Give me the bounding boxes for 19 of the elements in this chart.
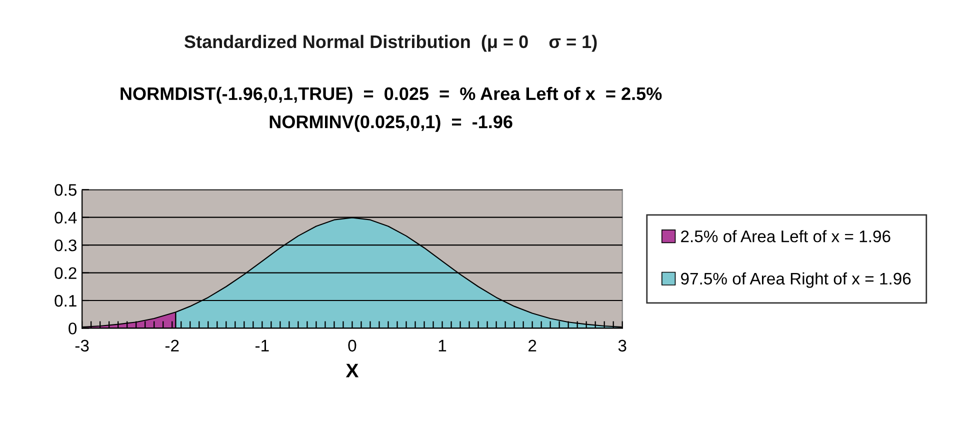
y-tick-label: 0.2 [54, 267, 76, 279]
x-axis-title: X [346, 364, 359, 378]
x-tick-label: 1 [438, 340, 446, 352]
x-tick-label: 0 [348, 340, 356, 352]
legend-label: 97.5% of Area Right of x = 1.96 [681, 272, 911, 288]
legend-label: 2.5% of Area Left of x = 1.96 [681, 230, 890, 242]
x-tick-label: -2 [165, 340, 179, 352]
y-tick-label: 0.1 [54, 294, 76, 307]
y-tick-label: 0.3 [54, 239, 76, 252]
x-tick-label: -1 [255, 340, 269, 352]
x-tick-label: -3 [75, 340, 89, 352]
x-tick-label: 3 [618, 340, 626, 352]
chart-subtitle: NORMDIST(-1.96,0,1,TRUE) = 0.025 = % Area Left of x = 2.5% [120, 86, 662, 104]
y-tick-label: 0.4 [54, 212, 77, 224]
y-tick-label: 0 [68, 322, 77, 334]
text: NORMINV(0.025,0,1) = -1.96 [270, 114, 512, 132]
chart-title: Standardized Normal Distribution (μ = 0 σ = 1) [184, 34, 597, 52]
y-tick-label: 0.5 [54, 184, 77, 196]
x-tick-label: 2 [528, 340, 536, 352]
